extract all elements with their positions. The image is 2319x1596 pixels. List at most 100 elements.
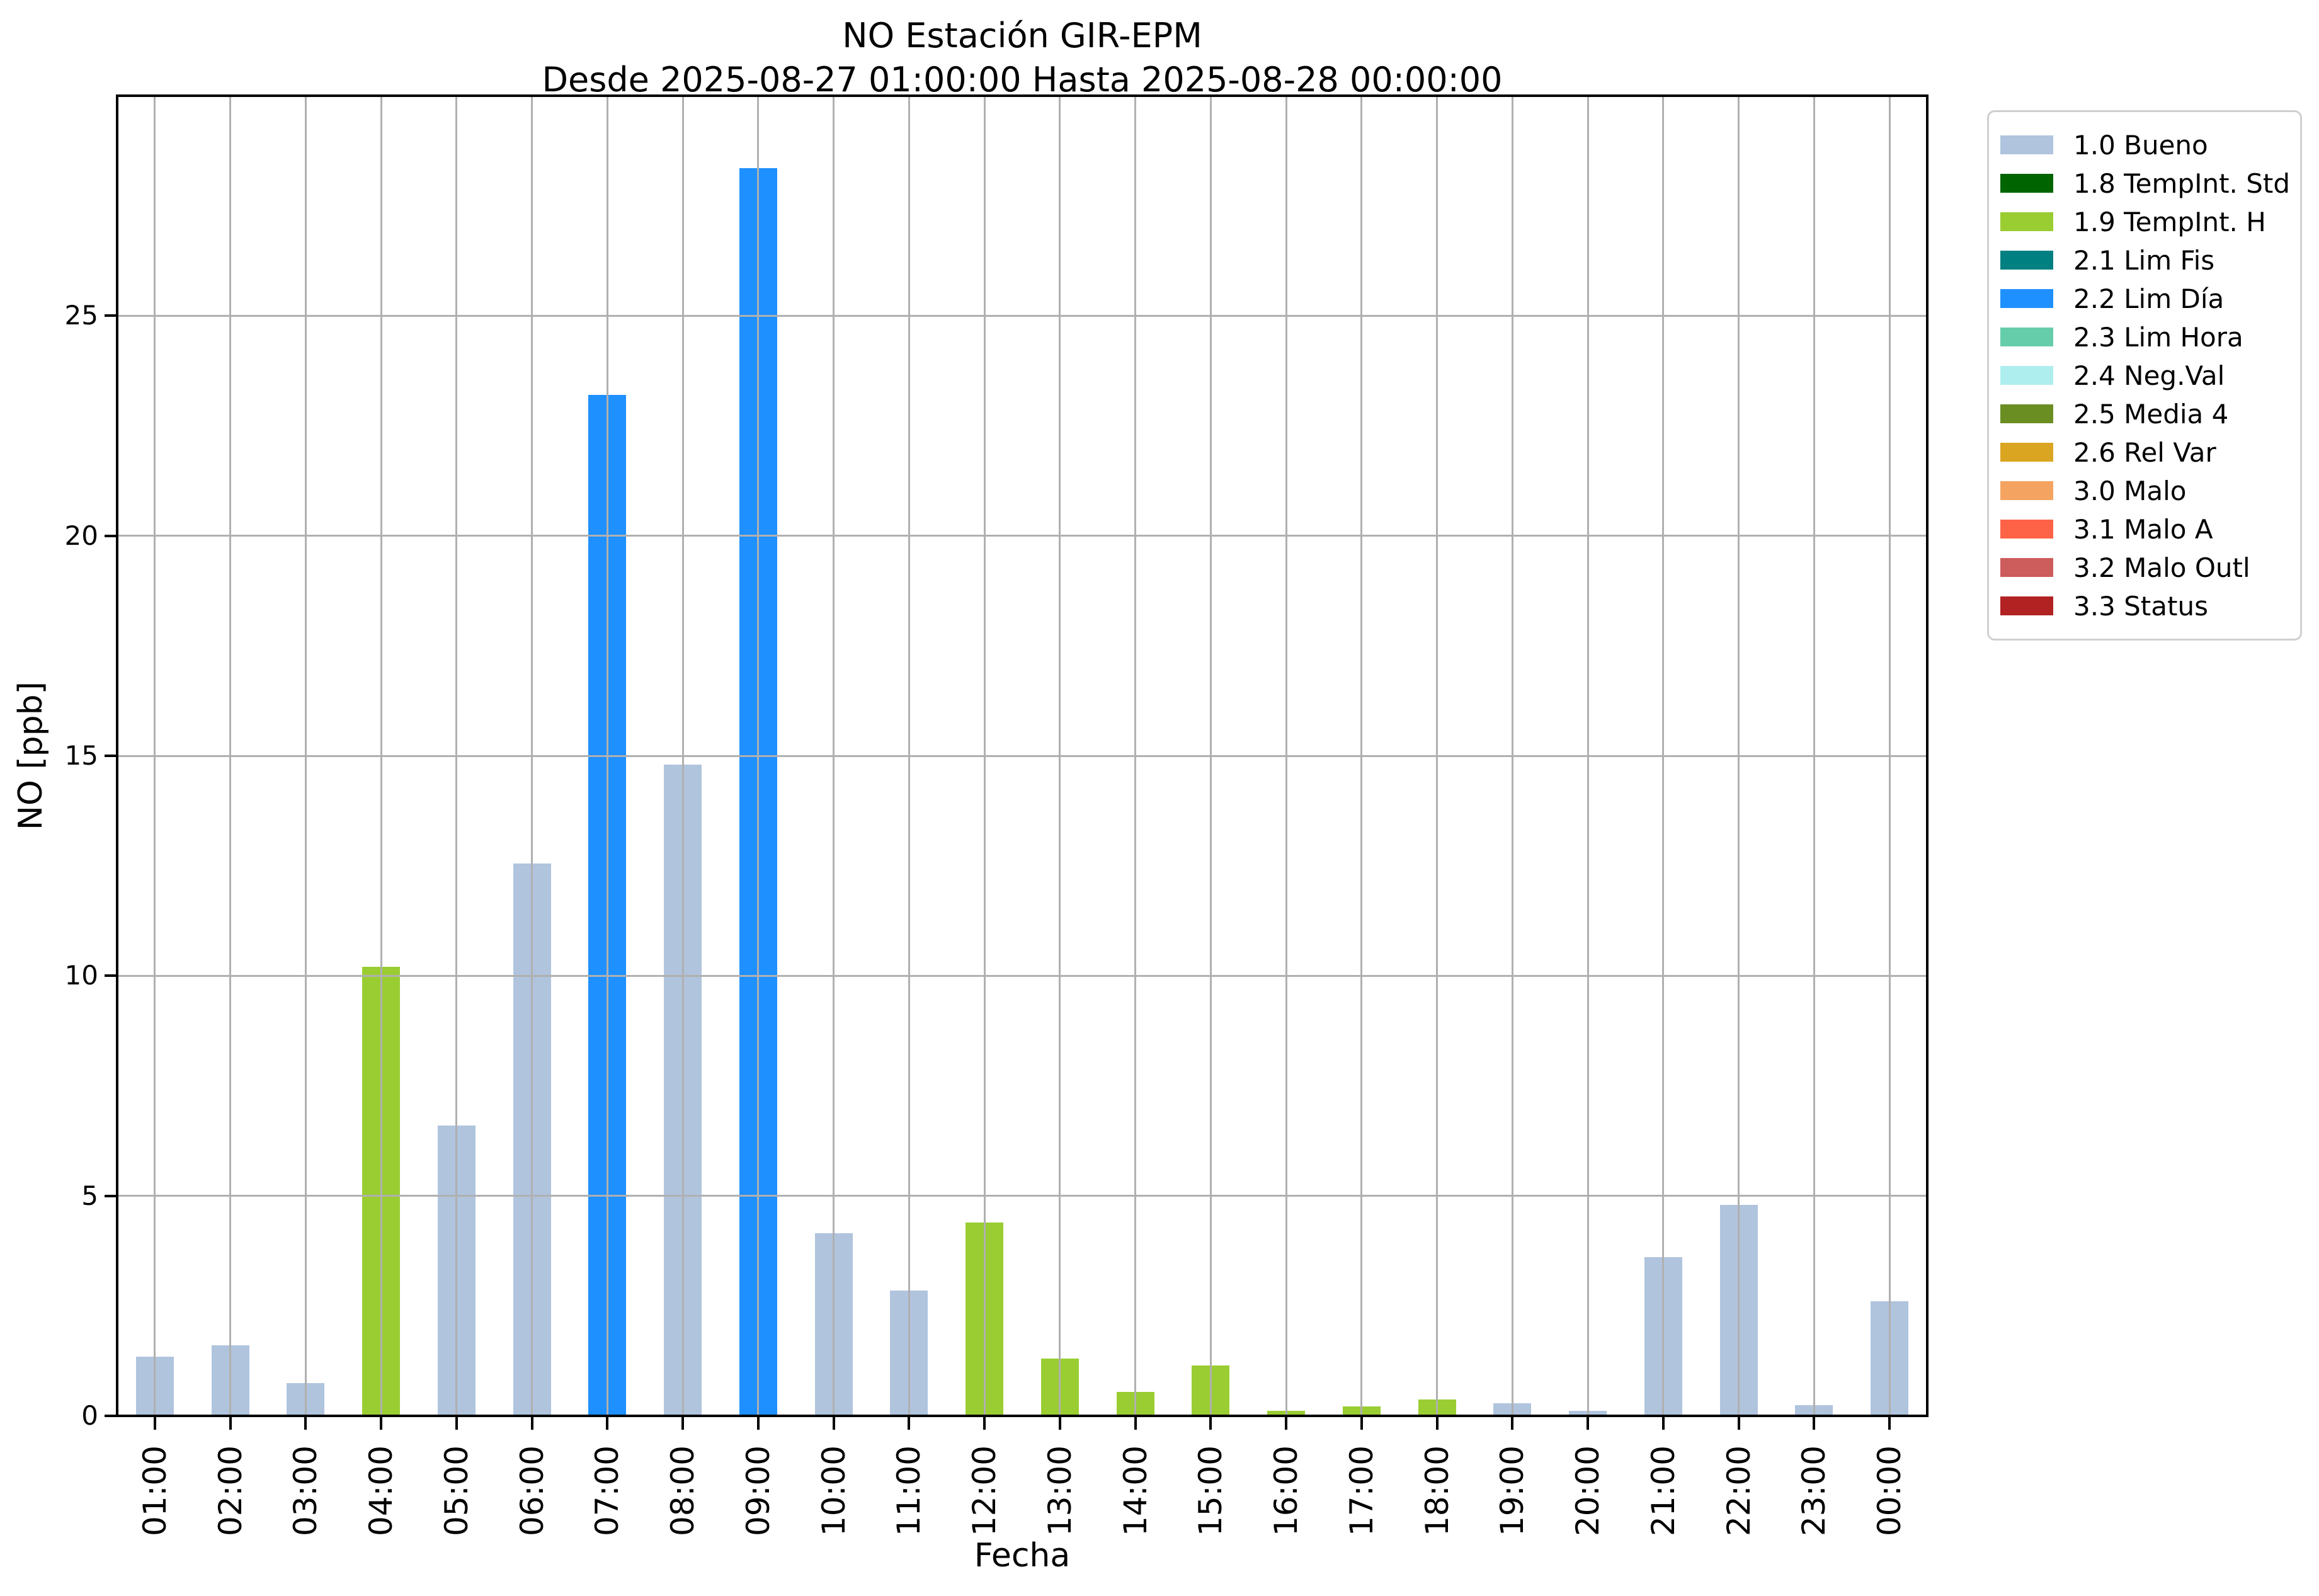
legend-item-malo: 3.0 Malo <box>2000 472 2300 510</box>
v-gridline-15:00 <box>1209 96 1212 1416</box>
v-gridline-02:00 <box>229 96 232 1416</box>
h-gridline-10 <box>117 974 1927 977</box>
y-tickmark-15 <box>105 755 117 757</box>
v-gridline-07:00 <box>606 96 608 1416</box>
x-tickmark-21:00 <box>1661 1417 1665 1430</box>
y-tickmark-20 <box>105 534 117 537</box>
legend-item-status: 3.3 Status <box>2000 587 2300 625</box>
v-gridline-18:00 <box>1436 96 1439 1416</box>
y-tickmark-5 <box>105 1194 117 1197</box>
x-tickmark-11:00 <box>908 1417 911 1430</box>
y-tick-label-15: 15 <box>64 740 98 771</box>
v-gridline-00:00 <box>1888 96 1891 1416</box>
x-tick-label-box-06:00: 06:00 <box>514 1437 550 1544</box>
v-gridline-22:00 <box>1738 96 1740 1416</box>
x-tickmark-01:00 <box>153 1417 156 1430</box>
v-gridline-20:00 <box>1587 96 1589 1416</box>
legend-label-malo_a: 3.1 Malo A <box>2073 513 2213 545</box>
legend-label-bueno: 1.0 Bueno <box>2073 129 2208 161</box>
legend-label-media_4: 2.5 Media 4 <box>2073 398 2229 430</box>
legend-item-tempint_std: 1.8 TempInt. Std <box>2000 164 2300 203</box>
legend-item-malo_a: 3.1 Malo A <box>2000 510 2300 549</box>
legend-swatch-icon-bueno <box>2000 135 2053 154</box>
x-tick-label-12:00: 12:00 <box>966 1445 1003 1537</box>
legend-rows: 1.0 Bueno 1.8 TempInt. Std 1.9 TempInt. H 2… <box>2000 126 2300 625</box>
v-gridline-21:00 <box>1662 96 1665 1416</box>
x-tickmark-13:00 <box>1058 1417 1061 1430</box>
legend-label-lim_dia: 2.2 Lim Día <box>2073 283 2225 314</box>
v-gridline-05:00 <box>455 96 458 1416</box>
legend-label-rel_var: 2.6 Rel Var <box>2073 436 2216 468</box>
x-tick-label-04:00: 04:00 <box>363 1445 400 1537</box>
x-tick-label-20:00: 20:00 <box>1570 1445 1607 1537</box>
x-tick-label-box-13:00: 13:00 <box>1042 1437 1078 1544</box>
v-gridline-03:00 <box>304 96 307 1416</box>
y-tickmark-25 <box>105 314 117 317</box>
y-tick-label-10: 10 <box>64 960 98 991</box>
legend-swatch-icon-tempint_std <box>2000 174 2053 193</box>
x-tickmark-12:00 <box>983 1417 986 1430</box>
x-tick-label-14:00: 14:00 <box>1117 1445 1154 1537</box>
x-tick-label-box-04:00: 04:00 <box>363 1437 400 1544</box>
legend-item-malo_outl: 3.2 Malo Outl <box>2000 549 2300 587</box>
x-tickmark-19:00 <box>1511 1417 1514 1430</box>
x-tick-label-box-07:00: 07:00 <box>589 1437 626 1544</box>
legend-item-lim_hora: 2.3 Lim Hora <box>2000 318 2300 356</box>
x-tickmark-15:00 <box>1209 1417 1212 1430</box>
x-tick-label-07:00: 07:00 <box>589 1445 626 1537</box>
x-tick-label-box-17:00: 17:00 <box>1343 1437 1380 1544</box>
x-tick-label-08:00: 08:00 <box>664 1445 702 1537</box>
x-tick-label-box-02:00: 02:00 <box>212 1437 249 1544</box>
v-gridline-23:00 <box>1813 96 1815 1416</box>
legend-swatch-icon-malo_a <box>2000 520 2053 539</box>
x-tick-label-box-00:00: 00:00 <box>1871 1437 1908 1544</box>
legend-item-tempint_h: 1.9 TempInt. H <box>2000 203 2300 241</box>
x-tick-label-box-23:00: 23:00 <box>1796 1437 1832 1544</box>
x-tick-label-box-01:00: 01:00 <box>136 1437 173 1544</box>
x-tick-label-box-10:00: 10:00 <box>815 1437 852 1544</box>
v-gridline-19:00 <box>1511 96 1513 1416</box>
legend-label-tempint_h: 1.9 TempInt. H <box>2073 206 2266 237</box>
x-tick-label-16:00: 16:00 <box>1268 1445 1305 1537</box>
x-tick-label-10:00: 10:00 <box>815 1445 852 1537</box>
x-tick-label-11:00: 11:00 <box>891 1445 928 1537</box>
legend-label-malo: 3.0 Malo <box>2073 475 2187 506</box>
x-tickmark-16:00 <box>1285 1417 1288 1430</box>
x-tick-label-box-22:00: 22:00 <box>1721 1437 1757 1544</box>
x-tick-label-01:00: 01:00 <box>136 1445 173 1537</box>
v-gridline-08:00 <box>681 96 684 1416</box>
x-tickmark-10:00 <box>832 1417 835 1430</box>
x-tick-label-box-03:00: 03:00 <box>287 1437 324 1544</box>
legend-swatch-icon-status <box>2000 596 2053 615</box>
v-gridline-11:00 <box>908 96 910 1416</box>
x-axis-label: Fecha <box>974 1537 1071 1575</box>
x-tick-label-box-19:00: 19:00 <box>1494 1437 1530 1544</box>
x-tickmark-18:00 <box>1435 1417 1439 1430</box>
v-gridline-14:00 <box>1134 96 1137 1416</box>
y-tick-label-25: 25 <box>64 300 98 331</box>
legend-label-lim_hora: 2.3 Lim Hora <box>2073 321 2243 353</box>
v-gridline-12:00 <box>983 96 986 1416</box>
x-tickmark-07:00 <box>606 1417 609 1430</box>
legend-item-rel_var: 2.6 Rel Var <box>2000 433 2300 472</box>
x-tickmark-17:00 <box>1360 1417 1363 1430</box>
x-tick-label-21:00: 21:00 <box>1644 1445 1682 1537</box>
x-tickmark-04:00 <box>380 1417 383 1430</box>
x-tick-label-15:00: 15:00 <box>1192 1445 1229 1537</box>
x-tickmark-00:00 <box>1888 1417 1891 1430</box>
legend-item-media_4: 2.5 Media 4 <box>2000 395 2300 433</box>
x-tickmark-06:00 <box>530 1417 533 1430</box>
x-tick-label-box-16:00: 16:00 <box>1268 1437 1305 1544</box>
h-gridline-20 <box>117 535 1927 537</box>
legend-label-lim_fis: 2.1 Lim Fis <box>2073 244 2215 276</box>
x-tick-label-box-12:00: 12:00 <box>966 1437 1003 1544</box>
x-tickmark-20:00 <box>1587 1417 1590 1430</box>
x-tickmark-22:00 <box>1737 1417 1740 1430</box>
y-tickmark-10 <box>105 974 117 978</box>
v-gridline-17:00 <box>1360 96 1363 1416</box>
x-tick-label-box-11:00: 11:00 <box>891 1437 928 1544</box>
legend-box: 1.0 Bueno 1.8 TempInt. Std 1.9 TempInt. H 2… <box>1987 110 2302 641</box>
v-gridline-16:00 <box>1285 96 1287 1416</box>
v-gridline-06:00 <box>531 96 533 1416</box>
